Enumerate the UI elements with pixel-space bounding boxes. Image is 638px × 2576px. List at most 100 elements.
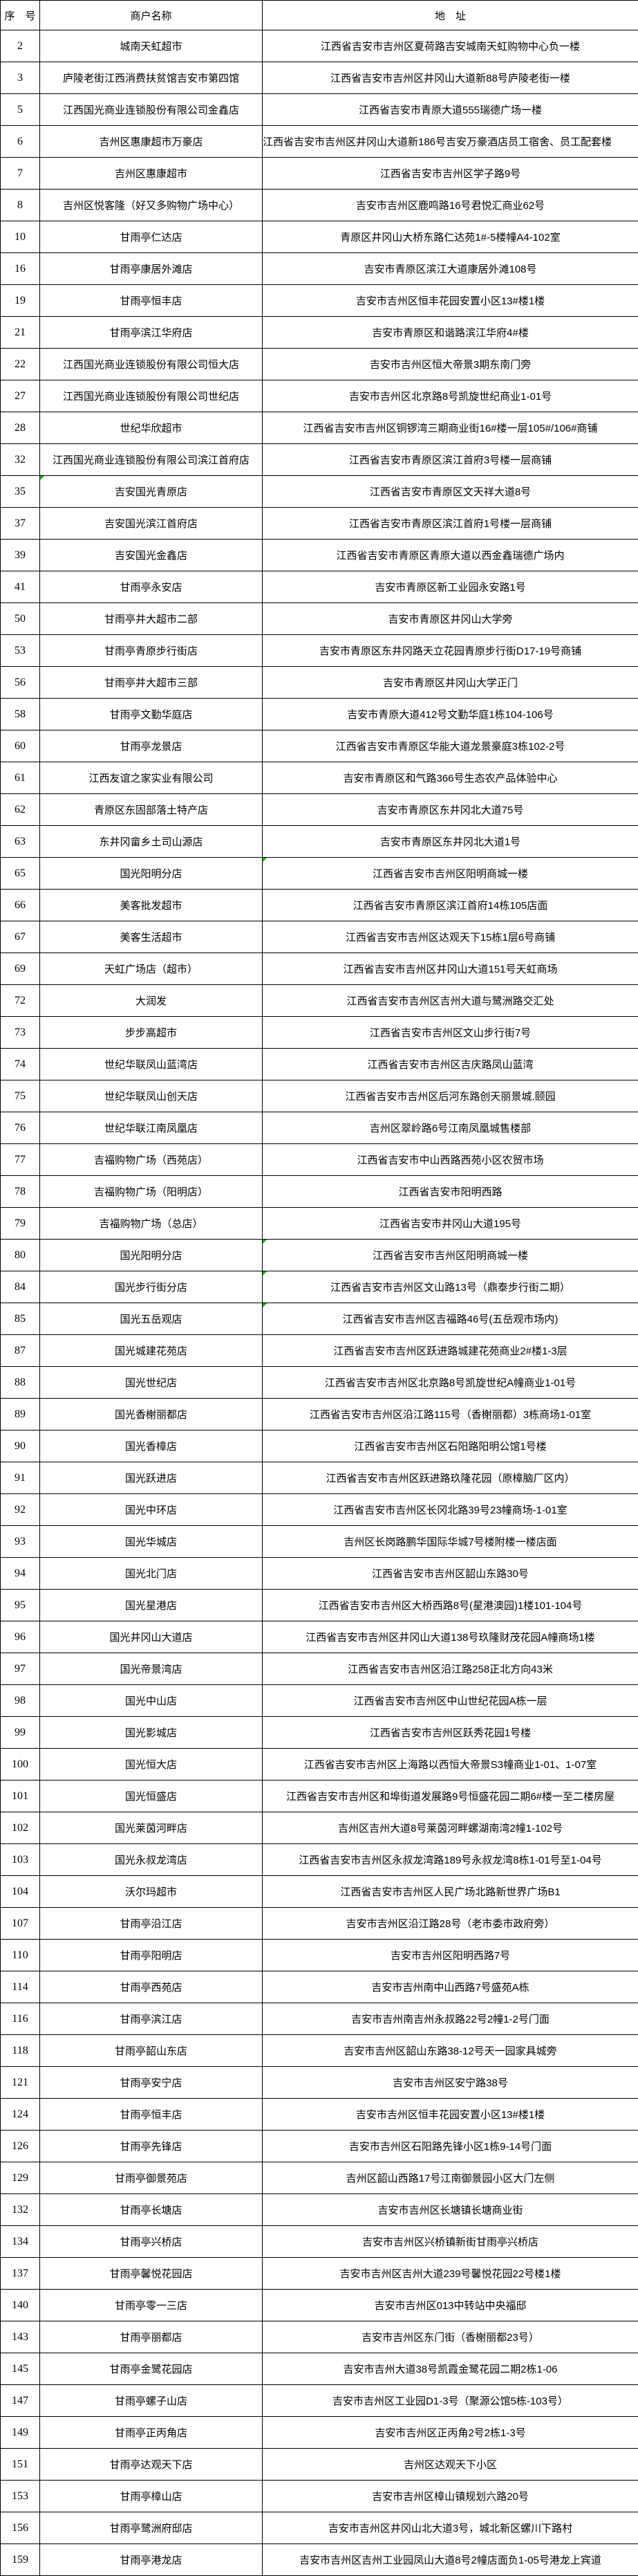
merchant-name-cell: 甘雨亭兴桥店 (40, 2226, 263, 2258)
merchant-name-cell: 甘雨亭康居外滩店 (40, 253, 263, 285)
merchant-address-cell: 江西省吉安市吉州区后河东路创天丽景城.颐园 (263, 1080, 638, 1112)
merchant-name-cell: 天虹广场店（超市） (40, 953, 263, 985)
merchant-name-cell: 步步高超市 (40, 1017, 263, 1049)
merchant-name-cell: 国光华城店 (40, 1526, 263, 1558)
row-serial-number: 5 (1, 94, 40, 126)
row-serial-number: 140 (1, 2290, 40, 2321)
merchant-name-cell: 国光北门店 (40, 1558, 263, 1590)
merchant-address-cell: 吉安市吉州区阳明西路7号 (263, 1940, 638, 1971)
row-serial-number: 7 (1, 158, 40, 190)
row-serial-number: 103 (1, 1844, 40, 1876)
merchant-name-cell: 国光香樟店 (40, 1430, 263, 1462)
merchant-name-cell: 世纪华联凤山蓝湾店 (40, 1049, 263, 1080)
merchant-name-cell: 甘雨亭文勤华庭店 (40, 699, 263, 730)
merchant-address-cell: 吉安市吉州南中山西路7号盛苑A栋 (263, 1971, 638, 2003)
merchant-address-cell: 江西省吉安市吉州区阳明商城一楼 (263, 1240, 638, 1271)
merchant-address-cell: 吉安市吉州区石阳路先锋小区1栋9-14号门面 (263, 2131, 638, 2162)
merchant-address-cell: 吉安市青原大道412号文勤华庭1栋104-106号 (263, 699, 638, 730)
row-serial-number: 74 (1, 1049, 40, 1080)
merchant-name-cell: 吉福购物广场（总店） (40, 1208, 263, 1240)
merchant-address-cell: 江西省吉安市吉州区和埠街道发展路9号恒盛花园二期6#楼一至二楼房屋 (263, 1781, 638, 1812)
column-header-no: 序 号 (1, 1, 40, 30)
column-header-merchant-name: 商户名称 (40, 1, 263, 30)
merchant-name-cell: 甘雨亭恒丰店 (40, 285, 263, 317)
merchant-name-cell: 甘雨亭井大超市三部 (40, 667, 263, 699)
merchant-address-cell: 江西省吉安市中山西路西苑小区农贸市场 (263, 1144, 638, 1176)
merchant-name-cell: 吉安国光青原店 (40, 476, 263, 508)
merchant-address-cell: 江西省吉安市吉州区吉福路46号(五岳观市场内) (263, 1303, 638, 1335)
merchant-name-cell: 城南天虹超市 (40, 30, 263, 62)
merchant-address-cell: 江西省吉安市吉州区井冈山大道新88号庐陵老街一楼 (263, 62, 638, 94)
row-serial-number: 93 (1, 1526, 40, 1558)
merchant-address-cell: 江西省吉安市吉州区跃进路玖隆花园（原樟脑厂区内） (263, 1462, 638, 1494)
merchant-address-cell: 吉安市青原区东井冈路天立花园青原步行街D17-19号商铺 (263, 635, 638, 667)
row-serial-number: 41 (1, 571, 40, 603)
merchant-name-cell: 庐陵老街江西消费扶贫馆吉安市第四馆 (40, 62, 263, 94)
merchant-address-cell: 吉安市吉州区樟山镇规划六路20号 (263, 2481, 638, 2512)
merchant-name-cell: 甘雨亭港龙店 (40, 2544, 263, 2576)
row-serial-number: 65 (1, 858, 40, 890)
merchant-name-cell: 美客生活超市 (40, 921, 263, 953)
merchant-name-cell: 国光世纪店 (40, 1367, 263, 1399)
merchant-name-cell: 国光步行街分店 (40, 1271, 263, 1303)
row-serial-number: 89 (1, 1399, 40, 1430)
merchant-name-cell: 国光阳明分店 (40, 858, 263, 890)
merchant-name-cell: 大润发 (40, 985, 263, 1017)
row-serial-number: 79 (1, 1208, 40, 1240)
merchant-name-cell: 国光跃进店 (40, 1462, 263, 1494)
row-serial-number: 156 (1, 2512, 40, 2544)
row-serial-number: 124 (1, 2099, 40, 2131)
merchant-address-cell: 江西省吉安市吉州区人民广场北路新世界广场B1 (263, 1876, 638, 1908)
merchant-address-cell: 吉安市吉州区恒大帝景3期东南门旁 (263, 349, 638, 380)
row-serial-number: 85 (1, 1303, 40, 1335)
row-serial-number: 94 (1, 1558, 40, 1590)
merchant-address-cell: 吉安市吉州区东门街（香榭丽都23号） (263, 2321, 638, 2353)
merchant-address-cell: 江西省吉安市吉州区长冈北路39号23幢商场-1-01室 (263, 1494, 638, 1526)
merchant-address-cell: 吉安市青原区滨江大道康居外滩108号 (263, 253, 638, 285)
row-serial-number: 67 (1, 921, 40, 953)
merchant-name-cell: 国光五岳观店 (40, 1303, 263, 1335)
row-serial-number: 58 (1, 699, 40, 730)
row-serial-number: 88 (1, 1367, 40, 1399)
row-serial-number: 97 (1, 1653, 40, 1685)
merchant-table-header: 序 号 商户名称 地 址 (1, 1, 638, 30)
row-serial-number: 6 (1, 126, 40, 158)
merchant-name-cell: 甘雨亭滨江店 (40, 2003, 263, 2035)
row-serial-number: 35 (1, 476, 40, 508)
merchant-name-cell: 江西国光商业连锁股份有限公司滨江首府店 (40, 444, 263, 476)
row-serial-number: 77 (1, 1144, 40, 1176)
merchant-address-cell: 吉安市吉州南吉州永叔路22号2幢1-2号门面 (263, 2003, 638, 2035)
merchant-address-cell: 吉州区达观天下小区 (263, 2449, 638, 2481)
row-serial-number: 92 (1, 1494, 40, 1526)
merchant-name-cell: 江西国光商业连锁股份有限公司世纪店 (40, 380, 263, 412)
merchant-address-cell: 江西省吉安市吉州区北京路8号凯旋世纪A幢商业1-01号 (263, 1367, 638, 1399)
merchant-name-cell: 甘雨亭青原步行街店 (40, 635, 263, 667)
merchant-name-cell: 吉福购物广场（阳明店） (40, 1176, 263, 1208)
merchant-address-cell: 江西省吉安市吉州区铜锣湾三期商业街16#楼一层105#/106#商铺 (263, 412, 638, 444)
